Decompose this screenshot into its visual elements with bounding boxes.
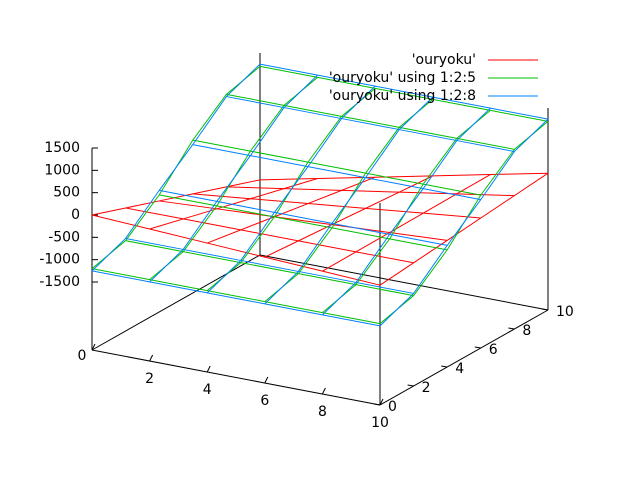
x-tick xyxy=(379,398,384,406)
y-tick xyxy=(541,308,549,311)
legend-label: 'ouryoku' using 1:2:5 xyxy=(329,70,476,86)
base-edge xyxy=(91,349,381,406)
x-tick-label: 10 xyxy=(371,415,389,431)
x-tick xyxy=(321,387,326,395)
surface-column xyxy=(264,96,434,305)
z-tick-label: -500 xyxy=(48,229,80,245)
surface-column xyxy=(206,85,376,294)
x-tick-label: 0 xyxy=(78,348,87,364)
y-tick xyxy=(508,327,515,330)
z-tick-label: -1000 xyxy=(39,252,80,268)
z-tick-label: 1000 xyxy=(44,162,80,178)
surface-row xyxy=(226,93,515,150)
surface-row xyxy=(125,237,414,294)
surface-row xyxy=(226,186,515,197)
legend-label: 'ouryoku' using 1:2:8 xyxy=(329,88,476,104)
surface-column xyxy=(322,107,491,316)
x-tick xyxy=(264,376,269,384)
y-tick-label: 0 xyxy=(388,399,397,415)
surface-column xyxy=(149,74,318,283)
x-tick-label: 6 xyxy=(260,393,269,409)
y-tick xyxy=(441,365,448,368)
surface-row xyxy=(226,96,515,153)
surface-column xyxy=(322,174,491,272)
legend-label: 'ouryoku' xyxy=(412,52,476,68)
x-tick xyxy=(206,365,211,373)
surface-row xyxy=(91,214,381,286)
surface-row xyxy=(259,63,549,120)
z-tick-label: 0 xyxy=(71,207,80,223)
z-tick-label: -1500 xyxy=(39,274,80,290)
x-tick-label: 8 xyxy=(318,404,327,420)
y-tick-label: 2 xyxy=(422,380,431,396)
surface-row xyxy=(192,139,481,196)
surface-row xyxy=(259,65,549,122)
base-edge xyxy=(379,309,549,406)
surface-row xyxy=(91,268,381,325)
y-tick-label: 4 xyxy=(455,361,464,377)
surface-row xyxy=(159,200,448,241)
surface-row xyxy=(159,189,448,246)
surface-column xyxy=(149,178,318,230)
z-tick-label: 500 xyxy=(53,185,80,201)
surface-row xyxy=(125,207,414,264)
surface-column xyxy=(264,175,434,258)
surface-column xyxy=(379,118,549,327)
surface-row xyxy=(125,240,414,297)
x-tick xyxy=(91,343,96,351)
surface-row xyxy=(91,270,381,327)
surface-row xyxy=(192,144,481,201)
y-tick-label: 10 xyxy=(556,304,574,320)
y-tick xyxy=(474,346,481,349)
surface-row xyxy=(192,193,481,219)
y-tick xyxy=(407,384,414,387)
base-edge xyxy=(91,254,261,351)
surface-column xyxy=(91,179,261,216)
surface-column xyxy=(91,63,261,272)
surface-row xyxy=(159,194,448,251)
base-edge xyxy=(259,254,549,311)
y-tick-label: 6 xyxy=(489,342,498,358)
surface-column xyxy=(379,172,549,286)
y-tick xyxy=(373,403,381,406)
x-tick xyxy=(149,354,154,362)
z-tick-label: 1500 xyxy=(44,140,80,156)
y-tick-label: 8 xyxy=(522,323,531,339)
x-tick-label: 4 xyxy=(203,382,212,398)
surface-row xyxy=(259,172,549,181)
surface-column xyxy=(207,176,376,244)
x-tick-label: 2 xyxy=(145,371,154,387)
